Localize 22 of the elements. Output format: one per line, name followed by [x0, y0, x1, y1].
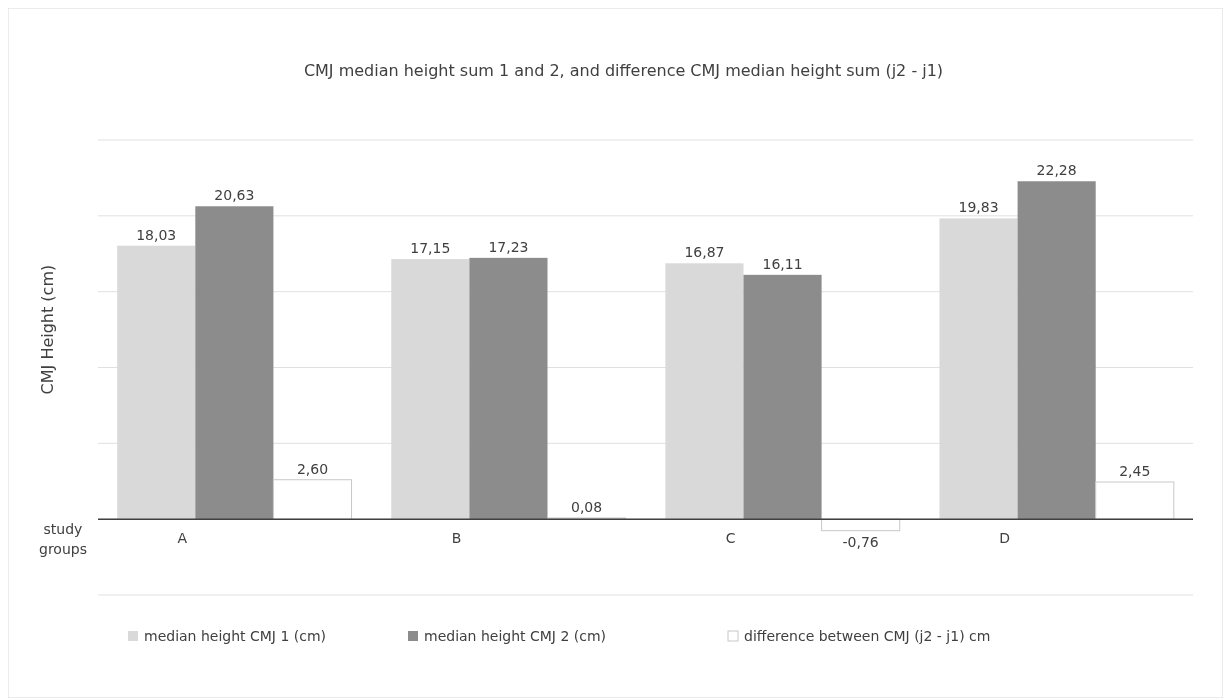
x-tick-label: A	[177, 530, 188, 547]
x-tick-label: C	[725, 530, 736, 547]
legend-label: median height CMJ 1 (cm)	[144, 628, 327, 644]
x-axis-title: study groups	[39, 521, 87, 558]
chart-title: CMJ median height sum 1 and 2, and difference CMJ median height sum (j2 - j1)	[303, 61, 944, 80]
data-label: 16,87	[684, 244, 725, 261]
data-label: 20,63	[214, 187, 255, 204]
data-label: 2,60	[296, 460, 329, 477]
y-axis-title: CMJ Height (cm)	[38, 264, 57, 395]
data-label: 18,03	[136, 226, 177, 243]
x-tick-label: B	[451, 530, 462, 547]
data-label: 22,28	[1036, 162, 1077, 179]
data-label: 16,11	[762, 255, 803, 272]
legend-label: median height CMJ 2 (cm)	[424, 628, 607, 644]
x-tick-label: D	[999, 530, 1011, 547]
data-label: 2,45	[1119, 463, 1151, 480]
data-label: -0,76	[842, 533, 879, 550]
data-label: 17,23	[488, 238, 529, 255]
data-label: 0,08	[570, 498, 603, 515]
data-label: 17,15	[410, 240, 451, 257]
legend-label: difference between CMJ (j2 - j1) cm	[744, 628, 991, 644]
data-label: 19,83	[958, 199, 999, 216]
